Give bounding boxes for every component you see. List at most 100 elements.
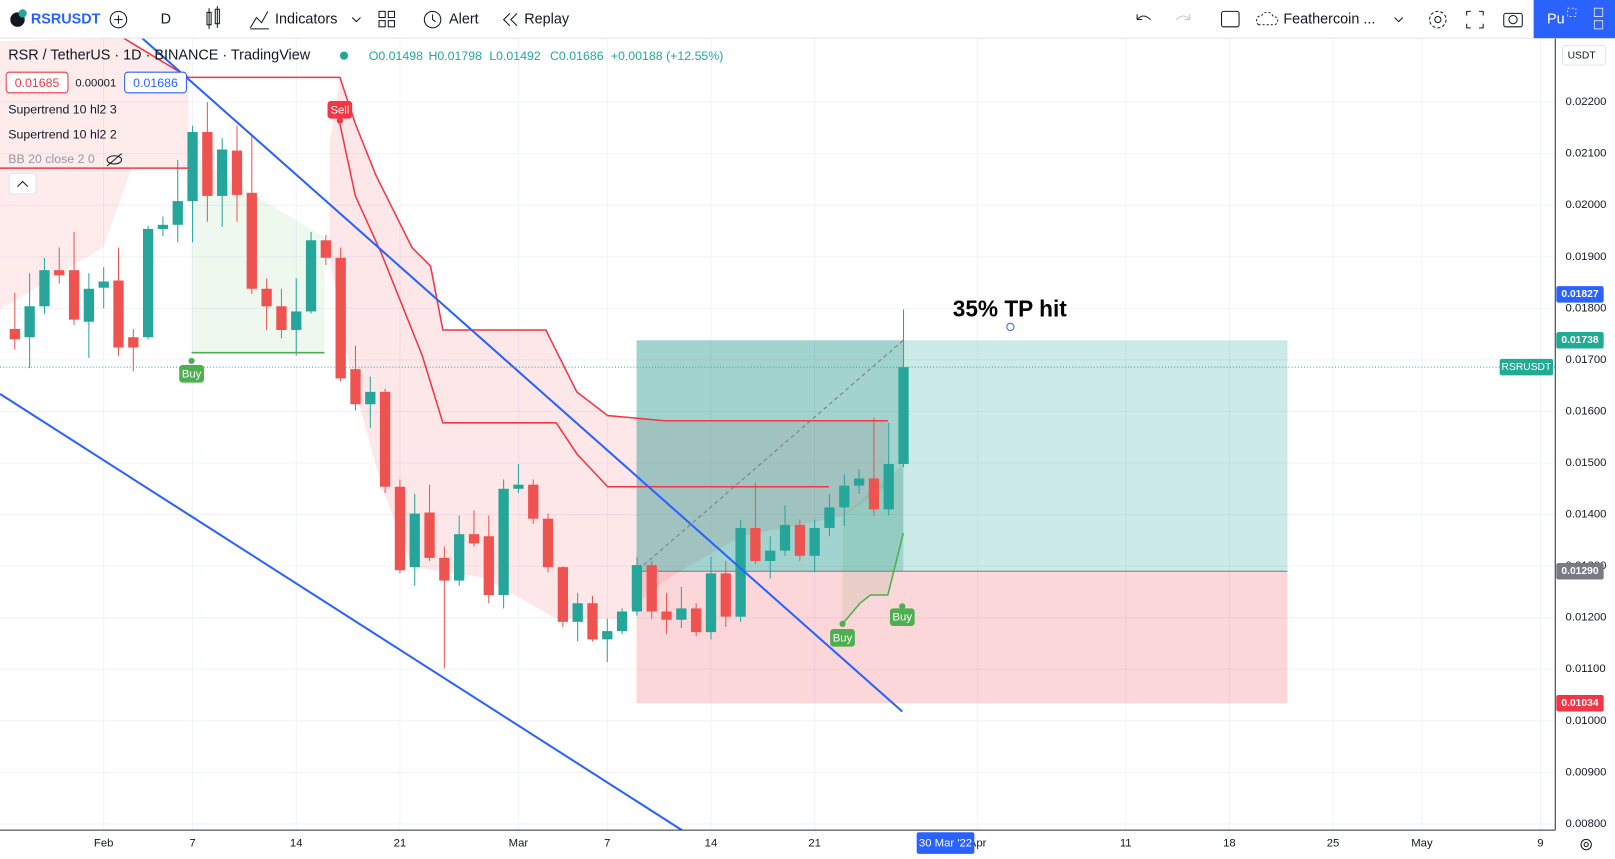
replay-icon[interactable] bbox=[502, 13, 518, 27]
symbol-title: RSR / TetherUS · 1D · BINANCE · TradingV… bbox=[8, 47, 311, 63]
chart-type-button[interactable] bbox=[206, 6, 220, 29]
candle-body bbox=[409, 513, 420, 568]
indicators-dropdown[interactable] bbox=[351, 17, 361, 23]
y-tick-label: 0.00900 bbox=[1566, 766, 1607, 778]
y-tick-label: 0.02200 bbox=[1566, 96, 1607, 108]
cloud-icon bbox=[1256, 11, 1279, 26]
candle-body bbox=[98, 281, 109, 288]
ohlc-open: O0.01498 bbox=[369, 49, 423, 63]
x-tick-label: 11 bbox=[1120, 838, 1132, 850]
publish-label: Pu bbox=[1547, 11, 1565, 27]
publish-button[interactable] bbox=[1533, 0, 1615, 39]
x-tick-label: May bbox=[1411, 838, 1433, 850]
annotation: 35% TP hit bbox=[953, 295, 1068, 321]
indicators-button[interactable]: Indicators bbox=[275, 11, 337, 27]
hidden-icon[interactable] bbox=[106, 153, 123, 167]
drawings bbox=[0, 38, 1015, 831]
layout-button[interactable] bbox=[1221, 10, 1240, 28]
y-tick-label: 0.02000 bbox=[1566, 199, 1607, 211]
layout-dropdown[interactable] bbox=[1394, 17, 1404, 23]
price-axis bbox=[1555, 38, 1615, 859]
symbol[interactable]: RSRUSDT bbox=[31, 11, 101, 27]
y-tick-label: 0.01200 bbox=[1566, 612, 1607, 624]
candle-body bbox=[276, 306, 287, 330]
candle-body bbox=[217, 149, 228, 196]
candle-body bbox=[365, 391, 376, 405]
candle-body bbox=[350, 369, 361, 405]
candle-body bbox=[157, 224, 169, 229]
candle-body bbox=[142, 228, 154, 338]
symbol-tag-label: RSRUSDT bbox=[1502, 362, 1552, 373]
candle-body bbox=[750, 527, 761, 561]
candle-body bbox=[587, 603, 598, 640]
candle-body bbox=[202, 131, 213, 196]
snapshot-button[interactable] bbox=[1503, 12, 1523, 28]
indicator-label[interactable]: Supertrend 10 hl2 2 bbox=[8, 127, 117, 141]
candle-body bbox=[898, 367, 909, 465]
candle-body bbox=[379, 391, 391, 487]
y-tick-label: 0.01400 bbox=[1566, 509, 1607, 521]
candle-body bbox=[765, 550, 776, 561]
candle-body bbox=[113, 280, 124, 348]
candle-body bbox=[39, 270, 50, 307]
x-tick-label: 21 bbox=[394, 838, 407, 850]
layout-name[interactable]: Feathercoin ... bbox=[1283, 11, 1375, 27]
fullscreen-button[interactable] bbox=[1466, 10, 1484, 29]
collapse-button[interactable] bbox=[8, 172, 37, 195]
indicator-label[interactable]: BB 20 close 2 0 bbox=[8, 152, 95, 166]
settings-icon[interactable] bbox=[1580, 838, 1592, 851]
candle-body bbox=[883, 464, 894, 510]
undo-button[interactable] bbox=[1136, 14, 1151, 21]
x-tick-label: 9 bbox=[1537, 838, 1543, 850]
candle-body bbox=[779, 524, 791, 551]
candle-body bbox=[735, 527, 746, 617]
candle-body bbox=[83, 288, 95, 322]
candle-body bbox=[483, 536, 494, 596]
x-tick-label: Mar bbox=[509, 838, 529, 850]
candle-body bbox=[172, 201, 183, 225]
templates-button[interactable] bbox=[378, 10, 395, 28]
candle-body bbox=[676, 608, 687, 620]
ohlc-low: L0.01492 bbox=[489, 49, 541, 63]
price-tag bbox=[1556, 563, 1604, 580]
candle-body bbox=[794, 524, 805, 556]
replay-button[interactable]: Replay bbox=[524, 11, 570, 27]
indicator-fills bbox=[0, 38, 904, 624]
symbol-tag bbox=[1499, 358, 1554, 376]
signal-badge bbox=[179, 365, 204, 383]
x-tick-label: 14 bbox=[705, 838, 718, 850]
crosshair-date: 30 Mar '22 bbox=[919, 838, 972, 850]
currency-select[interactable] bbox=[1561, 44, 1607, 66]
bid: 0.01685 bbox=[15, 76, 60, 90]
price-tag-label: 0.01738 bbox=[1561, 335, 1598, 346]
interval[interactable]: D bbox=[161, 11, 171, 27]
settings-button[interactable] bbox=[1429, 10, 1447, 29]
candle-body bbox=[631, 565, 643, 612]
panel-icons[interactable] bbox=[1567, 7, 1604, 30]
candle-body bbox=[542, 518, 554, 568]
indicator-label[interactable]: Supertrend 10 hl2 3 bbox=[8, 103, 117, 117]
alert-button[interactable]: Alert bbox=[449, 11, 479, 27]
candle-body bbox=[661, 611, 672, 620]
candle-body bbox=[454, 534, 465, 581]
y-tick-label: 0.01500 bbox=[1566, 457, 1607, 469]
ohlc-close: C0.01686 bbox=[550, 49, 604, 63]
candle-body bbox=[868, 478, 880, 510]
candle-body bbox=[424, 512, 435, 558]
redo-button[interactable] bbox=[1175, 14, 1191, 21]
candle-body bbox=[468, 534, 480, 544]
candle-body bbox=[305, 240, 317, 312]
candle-body bbox=[853, 478, 865, 486]
candle-body bbox=[557, 567, 569, 622]
candle-body bbox=[513, 484, 524, 489]
candle-body bbox=[705, 573, 717, 633]
compare-button[interactable] bbox=[109, 10, 128, 29]
ohlc-high: H0.01798 bbox=[428, 49, 482, 63]
candle-body bbox=[439, 557, 450, 581]
alert-icon[interactable] bbox=[423, 10, 442, 29]
collapse-icon bbox=[17, 180, 29, 188]
candle-body bbox=[572, 603, 583, 622]
candle-body bbox=[616, 611, 628, 632]
indicators-icon[interactable] bbox=[249, 11, 269, 30]
